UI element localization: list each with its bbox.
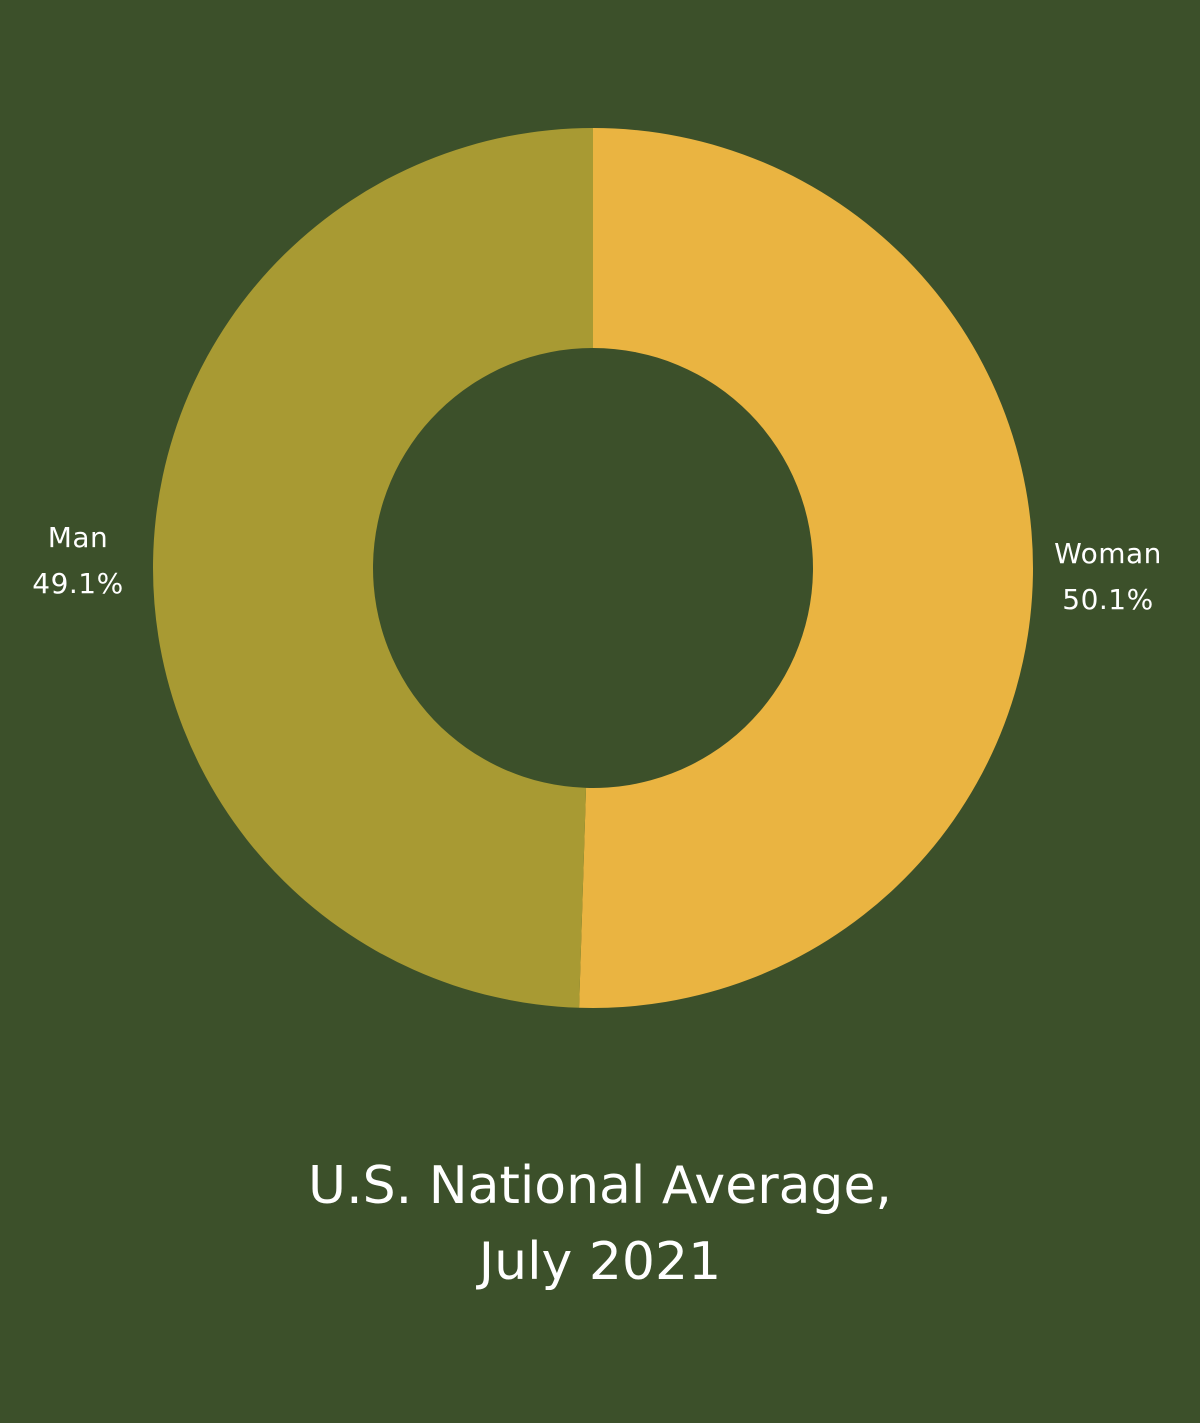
slice-label-woman-value: 50.1%	[1062, 583, 1154, 616]
chart-title: U.S. National Average,	[308, 1156, 892, 1216]
chart-caption: U.S. National Average, July 2021	[0, 1148, 1200, 1300]
slice-label-woman-name: Woman	[1054, 537, 1162, 570]
chart-subtitle: July 2021	[478, 1232, 722, 1292]
slice-label-man-name: Man	[47, 521, 109, 554]
slice-label-woman: Woman 50.1%	[1032, 531, 1184, 623]
donut-slice-woman	[579, 128, 1034, 1008]
slice-label-man-value: 49.1%	[32, 567, 124, 600]
donut-slice-man	[153, 128, 593, 1008]
donut-chart	[153, 128, 1034, 1008]
slice-label-man: Man 49.1%	[10, 515, 146, 607]
